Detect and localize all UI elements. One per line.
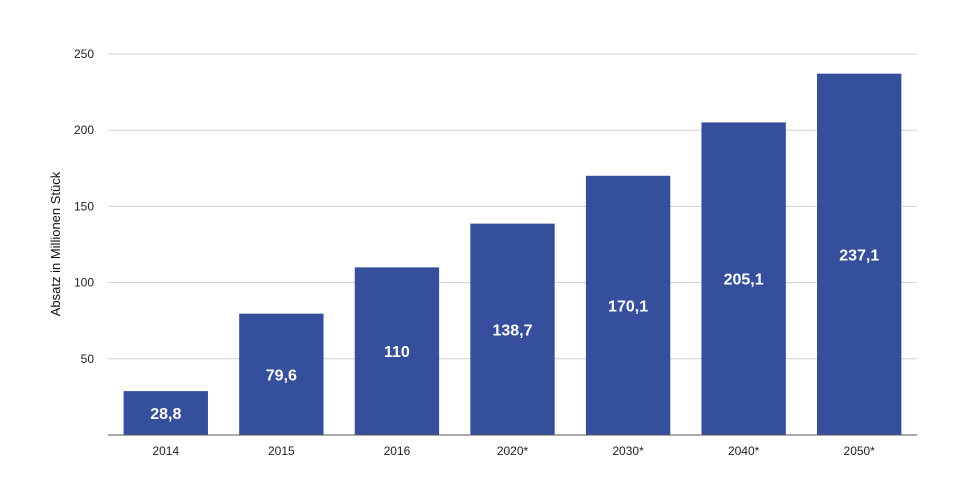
bar-value-label: 110 — [384, 344, 410, 361]
y-tick-label: 150 — [74, 199, 94, 213]
x-tick-label: 2030* — [612, 444, 644, 458]
bar-value-label: 205,1 — [724, 272, 764, 289]
y-axis-ticks: 50 100 150 200 250 — [74, 47, 94, 366]
bar — [123, 391, 208, 435]
bar — [817, 73, 902, 435]
bar — [354, 267, 440, 435]
bar-value-labels: 28,8 79,6 110 138,7 170,1 205,1 237,1 — [150, 247, 879, 423]
bar — [701, 122, 786, 435]
bar-value-label: 237,1 — [839, 247, 879, 264]
y-axis-title: Absatz in Millionen Stück — [48, 171, 63, 316]
x-tick-label: 2015 — [268, 444, 295, 458]
bar-value-label: 28,8 — [150, 406, 181, 423]
y-tick-label: 100 — [74, 276, 94, 290]
bar — [239, 313, 324, 435]
bar-value-label: 138,7 — [492, 322, 532, 339]
bar-value-label: 170,1 — [608, 298, 648, 315]
bar — [470, 223, 555, 435]
y-tick-label: 250 — [74, 47, 94, 61]
y-tick-label: 200 — [74, 123, 94, 137]
x-tick-label: 2040* — [728, 444, 760, 458]
bar-value-label: 79,6 — [266, 367, 297, 384]
y-tick-label: 50 — [81, 352, 95, 366]
x-axis-ticks: 2014 2015 2016 2020* 2030* 2040* 2050* — [152, 444, 875, 458]
x-tick-label: 2016 — [384, 444, 411, 458]
x-tick-label: 2050* — [844, 444, 876, 458]
x-tick-label: 2014 — [152, 444, 179, 458]
x-tick-label: 2020* — [497, 444, 529, 458]
bar — [585, 175, 671, 436]
bars — [123, 73, 902, 436]
